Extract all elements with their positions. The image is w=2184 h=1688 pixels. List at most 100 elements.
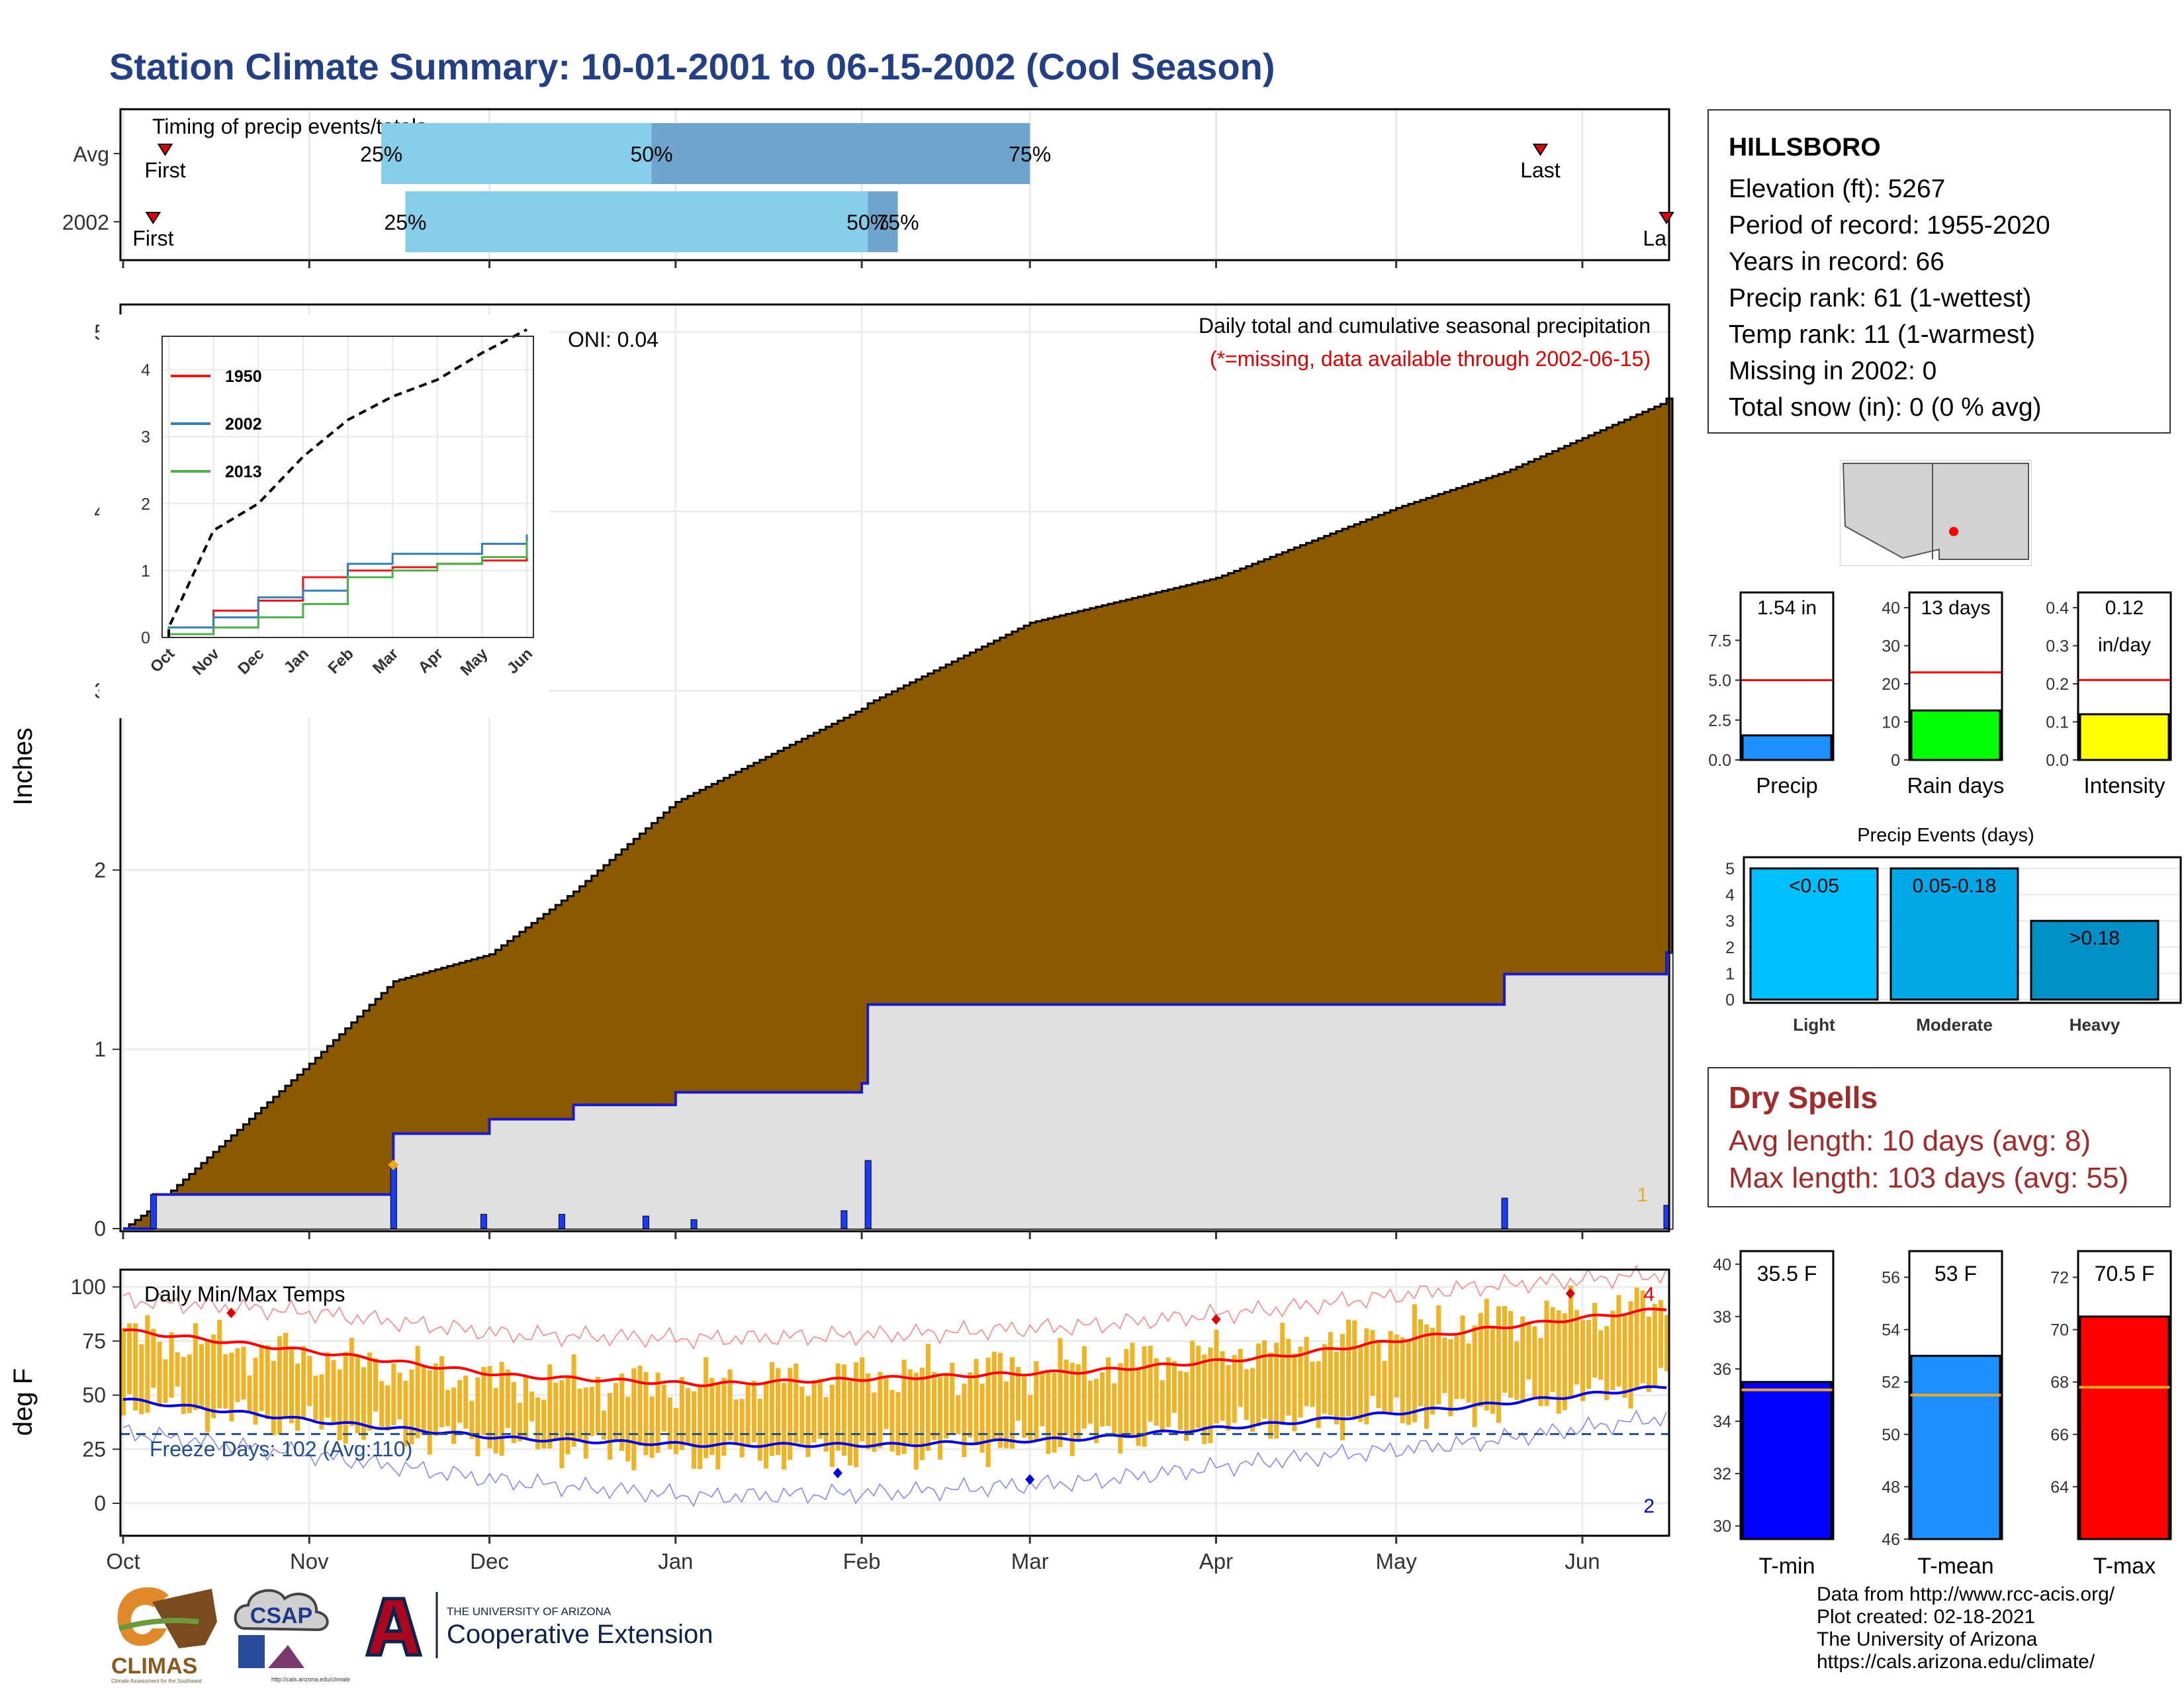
daily-temp-bar [1496, 1306, 1501, 1423]
timing-last-label: Last [1520, 158, 1561, 182]
daily-temp-bar [517, 1403, 522, 1442]
daily-temp-bar [1538, 1338, 1543, 1407]
record-marker [1565, 1288, 1575, 1299]
gauge-label: Rain days [1907, 773, 2005, 798]
daily-temp-bar [901, 1360, 907, 1454]
daily-temp-bar [409, 1369, 414, 1444]
daily-temp-bar [1460, 1315, 1465, 1399]
tgauge-frame [1908, 1250, 2003, 1540]
daily-temp-bar [757, 1398, 762, 1461]
daily-temp-bar [715, 1383, 721, 1470]
daily-temp-bar [872, 1392, 877, 1452]
record-marker [1211, 1314, 1221, 1325]
daily-temp-bar [1394, 1335, 1399, 1398]
daily-temp-bar [1568, 1285, 1573, 1398]
daily-temp-bar [1124, 1348, 1129, 1436]
precip-gauges: 0.0 2.5 5.0 7.5 1.54 in Precip 0 10 20 30 40 13 day… [1708, 591, 2172, 798]
daily-temp-bar [1064, 1359, 1069, 1436]
daily-temp-bar [811, 1380, 817, 1443]
daily-temp-bar [427, 1370, 432, 1455]
daily-temp-bar [1003, 1381, 1009, 1448]
daily-temp-bar [931, 1372, 936, 1440]
tgauge-value-bar [1741, 1381, 1833, 1540]
daily-temp-bar [1130, 1342, 1135, 1438]
daily-temp-bar [1340, 1334, 1345, 1440]
timing-first-marker [157, 144, 173, 156]
daily-temp-bar [763, 1381, 768, 1469]
daily-temp-bar [739, 1399, 745, 1458]
daily-temp-bar [535, 1397, 541, 1450]
dry-spells-box: Dry Spells Avg length: 10 days (avg: 8) … [1707, 1067, 2171, 1207]
inset-ytick-label: 1 [141, 562, 150, 581]
daily-temp-bar [919, 1368, 925, 1460]
count-max: 4 [1643, 1284, 1655, 1305]
daily-temp-bar [884, 1378, 889, 1429]
temp-ytick-label: 25 [82, 1437, 106, 1461]
daily-temp-bar [1136, 1367, 1141, 1446]
timing-p75-label: 75% [877, 211, 919, 234]
month-tick-label: Jan [658, 1549, 693, 1573]
inset-ytick-label: 3 [141, 428, 150, 447]
daily-temp-bar [439, 1356, 444, 1428]
daily-temp-bar [1304, 1336, 1309, 1407]
ua-top-text: THE UNIVERSITY OF ARIZONA [447, 1605, 612, 1618]
daily-temp-bar [679, 1377, 684, 1450]
daily-temp-bar [505, 1369, 510, 1429]
timing-bar-first-half [381, 123, 652, 184]
daily-precip-bar [690, 1219, 698, 1229]
timing-row-label: 2002 [62, 211, 109, 234]
daily-temp-bar [355, 1355, 360, 1434]
daily-temp-bar [835, 1363, 841, 1451]
daily-temp-bar [1358, 1346, 1363, 1423]
tgauge-tick-label: 54 [1882, 1321, 1900, 1340]
daily-temp-bar [1634, 1288, 1639, 1389]
gauge-label: Precip [1756, 773, 1818, 798]
daily-temp-bar [157, 1342, 162, 1405]
gauge-tick-label: 2.5 [1708, 712, 1731, 730]
record-min-line [122, 1409, 1667, 1507]
timing-p75-label: 75% [1009, 142, 1051, 166]
gauge-value-label: 0.12 [2105, 597, 2144, 619]
gauge-tick-label: 0.0 [2046, 751, 2069, 770]
gauge-value-bar [1741, 734, 1833, 761]
temp-ylabel: deg F [9, 1368, 38, 1436]
daily-temp-bar [938, 1376, 943, 1460]
daily-temp-bar [1244, 1369, 1249, 1420]
map-states [1842, 463, 2029, 560]
inset-background [99, 314, 549, 718]
daily-temp-bar [817, 1379, 823, 1439]
ua-logo: THE UNIVERSITY OF ARIZONA Cooperative Ex… [365, 1592, 713, 1658]
daily-temp-bar [589, 1387, 594, 1436]
avg-max-line [122, 1307, 1667, 1387]
gauge-frame [2077, 591, 2172, 761]
daily-temp-bar [1298, 1346, 1303, 1418]
precip-ytick-label: 0 [94, 1217, 106, 1241]
daily-temp-bar [1220, 1351, 1225, 1421]
daily-temp-bar [343, 1352, 348, 1444]
daily-temp-bar [301, 1346, 306, 1417]
inset-ytick-label: 2 [141, 495, 150, 514]
daily-temp-bar [169, 1332, 174, 1398]
tgauge-tick-label: 66 [2050, 1426, 2069, 1444]
temp-ytick-label: 0 [94, 1491, 106, 1515]
daily-temp-bar [523, 1376, 528, 1439]
tgauge-tick-label: 46 [1882, 1530, 1900, 1549]
daily-temp-bar [1472, 1325, 1477, 1427]
daily-temp-bar [583, 1387, 588, 1459]
station-years: Years in record: 66 [1729, 248, 1944, 276]
daily-temp-bar [1508, 1311, 1514, 1398]
timing-frame [119, 108, 1670, 261]
timing-bar-first-half [405, 191, 868, 252]
climas-sub: Climate Assessment for the Southwest [111, 1678, 203, 1684]
daily-temp-bar [866, 1373, 871, 1450]
gauge-tick-label: 0.2 [2046, 675, 2069, 694]
daily-temp-bar [163, 1359, 168, 1403]
daily-temp-bar [325, 1352, 330, 1418]
daily-temp-bar [289, 1348, 295, 1424]
tgauge-tick-label: 30 [1713, 1517, 1731, 1536]
daily-temp-bar [1610, 1311, 1615, 1390]
timing-first-label: First [132, 226, 173, 250]
daily-temp-bar [745, 1385, 751, 1446]
temp-frame [119, 1268, 1670, 1537]
station-name: HILLSBORO [1729, 133, 1881, 162]
